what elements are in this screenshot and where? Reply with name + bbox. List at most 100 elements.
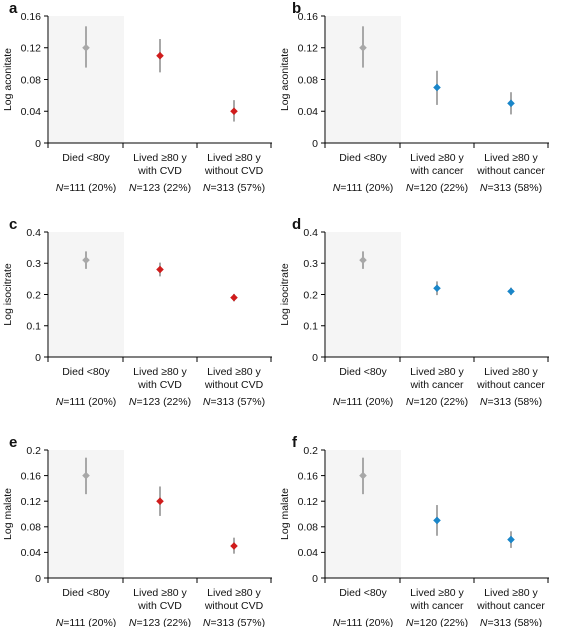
category-label-line2: without cancer [476, 165, 545, 177]
data-point [359, 256, 367, 264]
n-label: N=111 (20%) [333, 396, 394, 408]
y-axis-label: Log malate [279, 488, 291, 540]
category-label: Lived ≥80 y [410, 366, 464, 378]
y-tick-label: 0 [35, 573, 41, 585]
panel-letter: f [292, 434, 298, 451]
panel-f: f 0 0.04 0.08 0.12 0.16 0.2 Log malate Died <80y… [279, 434, 549, 627]
y-tick-label: 0 [35, 352, 41, 364]
category-label: Lived ≥80 y [484, 587, 538, 599]
n-label: N=111 (20%) [56, 182, 117, 194]
n-label: N=313 (58%) [480, 396, 542, 408]
data-point [156, 265, 164, 274]
data-point [230, 293, 238, 302]
y-tick-label: 0.2 [26, 445, 41, 457]
category-label: Died <80y [339, 152, 387, 164]
y-tick-label: 0 [312, 573, 318, 585]
data-point [507, 535, 515, 544]
category-label: Lived ≥80 y [133, 152, 187, 164]
y-tick-label: 0.16 [21, 470, 42, 482]
data-point [230, 107, 238, 116]
y-tick-label: 0.16 [21, 11, 42, 23]
y-tick-label: 0.12 [21, 496, 42, 508]
y-tick-label: 0.2 [26, 289, 41, 301]
data-point [156, 51, 164, 60]
data-point [82, 256, 90, 264]
n-label: N=313 (58%) [480, 617, 542, 627]
data-point [507, 99, 515, 108]
panel-letter: c [9, 216, 17, 233]
data-point [230, 542, 238, 550]
category-label-line2: with CVD [137, 165, 182, 177]
y-tick-label: 0.08 [298, 74, 319, 86]
panel-b: b 0 0.04 0.08 0.12 0.16 Log aconitate Died <80y… [279, 0, 549, 194]
y-tick-label: 0.12 [298, 496, 319, 508]
data-point [359, 471, 367, 480]
data-point [507, 287, 515, 296]
data-point [433, 516, 441, 525]
panel-c: c 0 0.1 0.2 0.3 0.4 Log isocitrate Died <80y N=1… [2, 216, 272, 408]
y-axis-label: Log aconitate [2, 48, 14, 111]
category-label-line2: without CVD [204, 379, 264, 391]
category-label: Died <80y [339, 366, 387, 378]
n-label: N=123 (22%) [129, 617, 191, 627]
category-label-line2: without cancer [476, 600, 545, 612]
y-tick-label: 0.16 [298, 11, 319, 23]
y-tick-label: 0.4 [303, 227, 318, 239]
n-label: N=111 (20%) [333, 617, 394, 627]
category-label: Lived ≥80 y [133, 587, 187, 599]
y-tick-label: 0.08 [21, 522, 42, 534]
panel-letter: b [292, 0, 301, 17]
y-tick-label: 0.08 [21, 74, 42, 86]
y-tick-label: 0.04 [21, 106, 42, 118]
category-label: Died <80y [339, 587, 387, 599]
category-label: Lived ≥80 y [207, 587, 261, 599]
shaded-region [49, 232, 124, 357]
shaded-region [326, 232, 401, 357]
category-label-line2: with cancer [409, 600, 464, 612]
data-point [82, 43, 90, 52]
n-label: N=313 (57%) [203, 617, 265, 627]
y-tick-label: 0.1 [303, 321, 318, 333]
n-label: N=120 (22%) [406, 617, 468, 627]
category-label-line2: with CVD [137, 600, 182, 612]
n-label: N=123 (22%) [129, 396, 191, 408]
n-label: N=313 (57%) [203, 396, 265, 408]
category-label: Lived ≥80 y [484, 152, 538, 164]
y-tick-label: 0.04 [21, 547, 42, 559]
n-label: N=111 (20%) [333, 182, 394, 194]
data-point [433, 83, 441, 92]
y-tick-label: 0.2 [303, 445, 318, 457]
y-axis-label: Log isocitrate [2, 263, 14, 326]
y-tick-label: 0.04 [298, 547, 319, 559]
y-tick-label: 0.4 [26, 227, 41, 239]
y-tick-label: 0.3 [26, 258, 41, 270]
n-label: N=120 (22%) [406, 396, 468, 408]
y-tick-label: 0.12 [298, 43, 319, 55]
category-label: Lived ≥80 y [484, 366, 538, 378]
n-label: N=313 (57%) [203, 182, 265, 194]
category-label: Lived ≥80 y [410, 152, 464, 164]
category-label: Died <80y [62, 366, 110, 378]
y-axis-label: Log aconitate [279, 48, 291, 111]
panel-a: a 0 0.04 0.08 0.12 0.16 Log aconitate Died <80y… [2, 0, 272, 194]
data-point [359, 43, 367, 52]
category-label-line2: with cancer [409, 379, 464, 391]
category-label: Lived ≥80 y [207, 152, 261, 164]
n-label: N=123 (22%) [129, 182, 191, 194]
panel-e: e 0 0.04 0.08 0.12 0.16 0.2 Log malate Died <80y… [2, 434, 272, 627]
n-label: N=111 (20%) [56, 617, 117, 627]
panel-letter: a [9, 0, 18, 17]
y-axis-label: Log malate [2, 488, 14, 540]
y-tick-label: 0.1 [26, 321, 41, 333]
panel-d: d 0 0.1 0.2 0.3 0.4 Log isocitrate Died <80y N=1… [279, 216, 549, 408]
y-tick-label: 0 [312, 138, 318, 150]
panel-letter: d [292, 216, 301, 233]
n-label: N=111 (20%) [56, 396, 117, 408]
y-tick-label: 0 [312, 352, 318, 364]
data-point [82, 471, 90, 480]
y-tick-label: 0.04 [298, 106, 319, 118]
data-point [156, 497, 164, 505]
category-label: Lived ≥80 y [207, 366, 261, 378]
category-label-line2: without CVD [204, 165, 264, 177]
